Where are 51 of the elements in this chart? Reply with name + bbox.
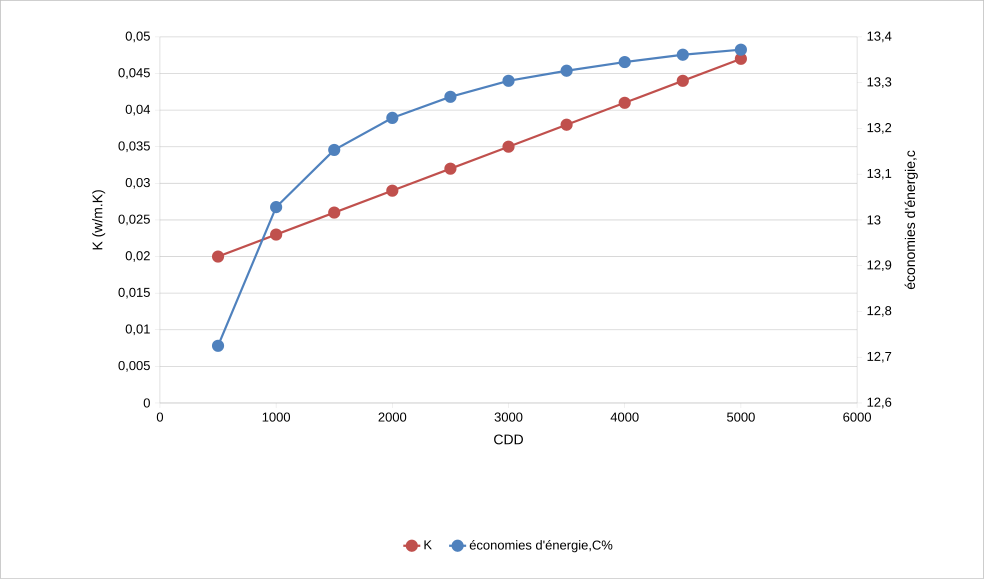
point	[734, 44, 747, 56]
y2-tick-label: 13,2	[868, 123, 892, 134]
point	[212, 340, 224, 352]
x-tick-label: 0	[156, 412, 164, 422]
y-axis-title: K (w/m.K)	[92, 190, 106, 250]
y2-tick-label: 13,1	[868, 168, 892, 180]
point	[676, 48, 689, 61]
y2-tick-label: 13,3	[868, 77, 892, 88]
y-tick-label: 0,04	[126, 104, 150, 116]
y-tick-label: 0,01	[126, 324, 150, 336]
point	[502, 140, 515, 153]
y-tick-label: 0,025	[118, 214, 150, 226]
point	[328, 144, 340, 156]
y2-tick-label: 12,9	[868, 260, 892, 272]
y2-axis-title: économies d’énergie,c	[904, 150, 918, 290]
point	[270, 228, 282, 241]
y2-tick-label: 12,6	[868, 398, 892, 408]
x-tick-label: 4000	[610, 412, 639, 422]
point	[618, 56, 631, 68]
point	[386, 112, 398, 124]
y-tick-label: 0,005	[118, 361, 150, 372]
x-axis-title: CDD	[494, 434, 523, 444]
point	[444, 162, 456, 175]
y-tick-label: 0,03	[126, 178, 150, 189]
y2-tick-label: 12,8	[868, 306, 892, 317]
y-tick-label: 0	[144, 398, 150, 408]
legend-label: K	[424, 540, 432, 550]
point	[212, 250, 224, 263]
y2-tick-label: 12,7	[868, 352, 892, 363]
point	[328, 206, 340, 219]
x-tick-label: 3000	[494, 412, 522, 422]
point	[676, 74, 689, 87]
point	[618, 96, 631, 109]
x-tick-label: 6000	[843, 412, 871, 422]
y-tick-label: 0,05	[126, 32, 150, 42]
point	[386, 184, 398, 197]
point	[444, 90, 456, 103]
x-tick-label: 5000	[727, 412, 755, 422]
y2-tick-label: 13,4	[868, 32, 892, 42]
point	[560, 118, 573, 131]
point	[560, 64, 573, 77]
x-tick-label: 1000	[262, 412, 290, 422]
y-tick-label: 0,035	[118, 141, 150, 152]
y-tick-label: 0,015	[118, 288, 150, 299]
point	[270, 201, 282, 214]
y2-tick-label: 13	[868, 215, 880, 225]
legend-label: économies d'énergie,C%	[470, 540, 612, 552]
y-tick-label: 0,045	[118, 68, 150, 79]
y-tick-label: 0,02	[126, 251, 150, 262]
point	[502, 74, 515, 87]
x-tick-label: 2000	[378, 412, 406, 422]
